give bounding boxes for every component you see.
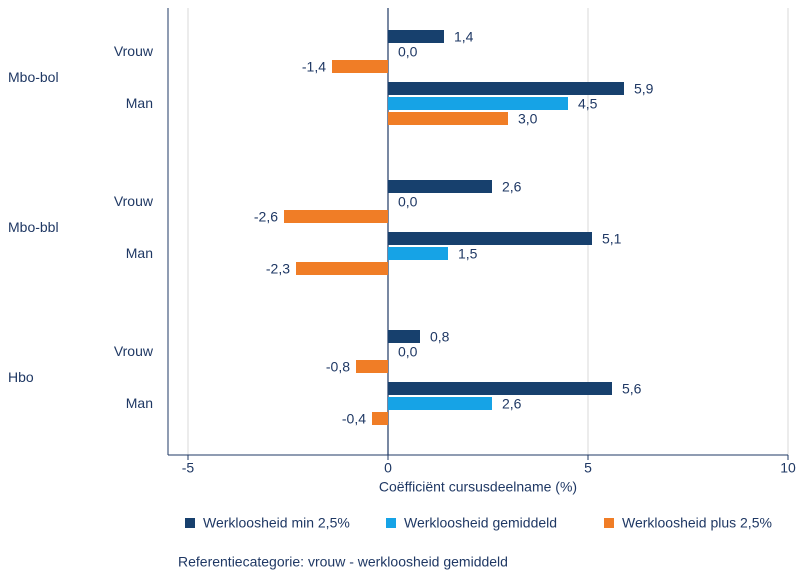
value-label: -0,4 [342, 411, 366, 427]
note: Referentiecategorie: vrouw - werklooshei… [178, 554, 508, 570]
bar [388, 180, 492, 193]
value-label: 0,0 [398, 194, 418, 210]
value-label: 1,4 [454, 29, 474, 45]
bar [388, 97, 568, 110]
category-label: Vrouw [114, 193, 154, 209]
group-label: Mbo-bol [8, 69, 59, 85]
bar [388, 82, 624, 95]
value-label: 4,5 [578, 96, 598, 112]
bar [388, 112, 508, 125]
value-label: 1,5 [458, 246, 478, 262]
value-label: -1,4 [302, 59, 326, 75]
value-label: 2,6 [502, 179, 522, 195]
bar [388, 382, 612, 395]
x-tick-label: 10 [780, 460, 796, 476]
category-label: Man [126, 245, 153, 261]
value-label: 2,6 [502, 396, 522, 412]
value-label: 5,1 [602, 231, 622, 247]
bar [388, 232, 592, 245]
value-label: -2,6 [254, 209, 278, 225]
bar [296, 262, 388, 275]
value-label: -2,3 [266, 261, 290, 277]
category-label: Vrouw [114, 43, 154, 59]
x-tick-label: -5 [182, 460, 195, 476]
value-label: 5,9 [634, 81, 654, 97]
x-axis-label: Coëfficiënt cursusdeelname (%) [379, 479, 577, 495]
x-tick-label: 0 [384, 460, 392, 476]
category-label: Vrouw [114, 343, 154, 359]
value-label: 0,8 [430, 329, 450, 345]
legend-label: Werkloosheid plus 2,5% [622, 515, 772, 531]
value-label: 3,0 [518, 111, 538, 127]
bar [356, 360, 388, 373]
bar [372, 412, 388, 425]
group-label: Mbo-bbl [8, 219, 59, 235]
value-label: 5,6 [622, 381, 642, 397]
value-label: 0,0 [398, 44, 418, 60]
legend-swatch [604, 518, 614, 528]
x-tick-label: 5 [584, 460, 592, 476]
group-label: Hbo [8, 369, 34, 385]
legend-label: Werkloosheid gemiddeld [404, 515, 557, 531]
value-label: -0,8 [326, 359, 350, 375]
bar [388, 330, 420, 343]
legend-swatch [185, 518, 195, 528]
bar [388, 247, 448, 260]
bar [332, 60, 388, 73]
category-label: Man [126, 95, 153, 111]
legend-label: Werkloosheid min 2,5% [203, 515, 350, 531]
legend-swatch [386, 518, 396, 528]
bar [284, 210, 388, 223]
bar [388, 397, 492, 410]
value-label: 0,0 [398, 344, 418, 360]
bar [388, 30, 444, 43]
category-label: Man [126, 395, 153, 411]
